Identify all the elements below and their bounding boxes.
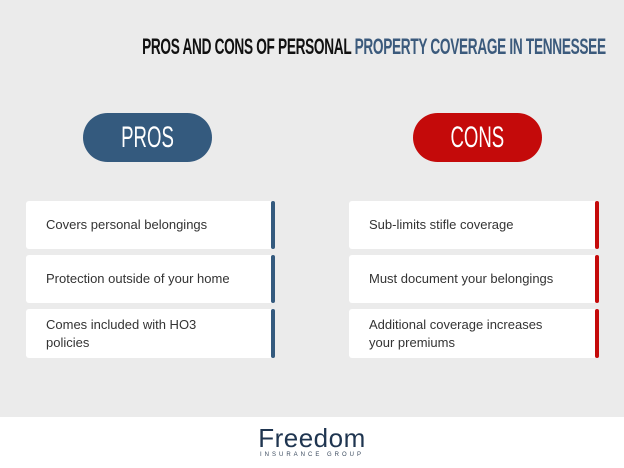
cons-accent-bar xyxy=(595,201,599,249)
pros-accent-bar xyxy=(271,255,275,303)
cons-item-text: Sub-limits stifle coverage xyxy=(369,217,514,232)
footer: Freedom INSURANCE GROUP xyxy=(0,417,624,468)
title-part-2: PROPERTY COVERAGE IN TENNESSEE xyxy=(354,34,606,59)
cons-accent-bar xyxy=(595,255,599,303)
pros-accent-bar xyxy=(271,201,275,249)
cons-item-text: Additional coverage increases your premi… xyxy=(369,316,543,350)
pros-item: Comes included with HO3 policies xyxy=(26,309,275,358)
cons-item-text: Must document your belongings xyxy=(369,271,554,286)
pros-item-text: Protection outside of your home xyxy=(46,271,230,286)
cons-label: CONS xyxy=(450,121,505,154)
pros-item-text: Comes included with HO3 policies xyxy=(46,316,197,350)
pros-accent-bar xyxy=(271,309,275,358)
pros-item: Protection outside of your home xyxy=(26,255,275,303)
cons-item: Sub-limits stifle coverage xyxy=(349,201,599,249)
cons-item: Additional coverage increases your premi… xyxy=(349,309,599,358)
logo-wordmark: Freedom xyxy=(258,423,366,453)
pros-item: Covers personal belongings xyxy=(26,201,275,249)
pros-item-text: Covers personal belongings xyxy=(46,217,208,232)
freedom-logo: Freedom INSURANCE GROUP xyxy=(0,425,624,458)
title-part-1: PROS AND CONS OF PERSONAL xyxy=(142,34,352,59)
page-title: PROS AND CONS OF PERSONAL PROPERTY COVER… xyxy=(0,34,624,60)
pros-header: PROS xyxy=(83,113,212,162)
pros-label: PROS xyxy=(121,121,174,154)
cons-item: Must document your belongings xyxy=(349,255,599,303)
cons-header: CONS xyxy=(413,113,542,162)
logo-subtitle: INSURANCE GROUP xyxy=(259,452,364,458)
infographic: PROS AND CONS OF PERSONAL PROPERTY COVER… xyxy=(0,34,624,358)
cons-accent-bar xyxy=(595,309,599,358)
